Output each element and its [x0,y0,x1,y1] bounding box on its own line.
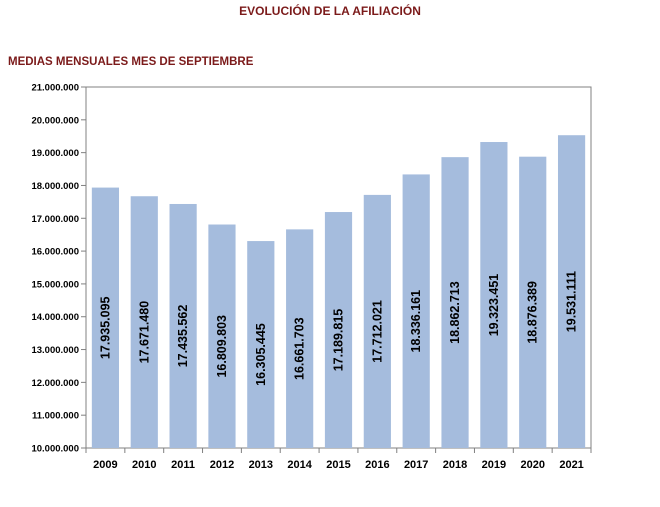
data-label-2020: 18.876.389 [526,281,540,344]
bar-2018 [441,157,469,448]
data-label-2019: 19.323.451 [487,274,501,337]
bar-2016 [363,194,391,448]
data-label-2013: 16.305.445 [254,323,268,386]
y-tick-label: 20.000.000 [31,115,79,126]
bar-2019 [480,142,508,448]
bar-2012 [208,224,236,448]
x-tick-label: 2009 [93,459,117,471]
data-label-2018: 18.862.713 [448,281,462,344]
x-tick-label: 2021 [559,459,583,471]
data-label-2014: 16.661.703 [293,317,307,380]
data-label-2011: 17.435.562 [176,305,190,368]
x-tick-label: 2013 [249,459,273,471]
y-tick-label: 11.000.000 [32,411,79,422]
bar-2021 [557,135,586,448]
x-tick-label: 2019 [482,459,506,471]
x-tick-label: 2018 [443,459,467,471]
data-label-2010: 17.671.480 [137,301,151,364]
y-tick-label: 17.000.000 [31,214,79,225]
bar-2009 [91,187,120,449]
x-tick-label: 2016 [365,459,389,471]
bar-2020 [519,156,547,448]
bar-2014 [286,229,314,448]
y-tick-label: 14.000.000 [31,312,79,323]
y-axis: 10.000.000 11.000.000 12.000.000 13.000.000… [31,83,86,455]
data-label-2009: 17.935.095 [98,296,112,359]
data-label-2021: 19.531.111 [565,271,579,332]
x-tick-label: 2010 [132,459,156,471]
x-tick-label: 2017 [404,459,428,471]
y-tick-label: 18.000.000 [31,181,79,192]
x-tick-label: 2012 [210,459,234,471]
y-tick-label: 15.000.000 [31,279,79,290]
y-tick-label: 21.000.000 [31,83,79,94]
y-tick-label: 12.000.000 [31,378,79,389]
y-tick-label: 13.000.000 [31,345,79,356]
data-label-2016: 17.712.021 [370,300,384,363]
y-tick-label: 10.000.000 [31,444,79,455]
x-tick-label: 2011 [171,459,195,471]
bar-2015 [324,212,353,448]
bar-2011 [169,203,197,448]
data-label-2015: 17.189.815 [332,309,346,372]
bar-2013 [247,241,275,448]
chart-subtitle: MEDIAS MENSUALES MES DE SEPTIEMBRE [8,56,254,68]
data-label-2012: 16.809.803 [215,315,229,378]
x-tick-label: 2020 [520,459,544,471]
chart-title: EVOLUCIÓN DE LA AFILIACIÓN [239,4,421,18]
bars: 17.935.095 17.671.480 17.435.562 16.809.803… [91,135,586,449]
x-axis: 2009 2010 2011 2012 2013 2014 2015 2016 2017 2018… [85,448,592,471]
y-tick-label: 16.000.000 [31,247,79,258]
y-tick-label: 19.000.000 [31,148,79,159]
x-tick-label: 2014 [287,459,312,471]
bar-2017 [402,174,430,448]
data-label-2017: 18.336.161 [409,290,423,353]
x-tick-label: 2015 [326,459,350,471]
bar-2010 [130,196,158,448]
